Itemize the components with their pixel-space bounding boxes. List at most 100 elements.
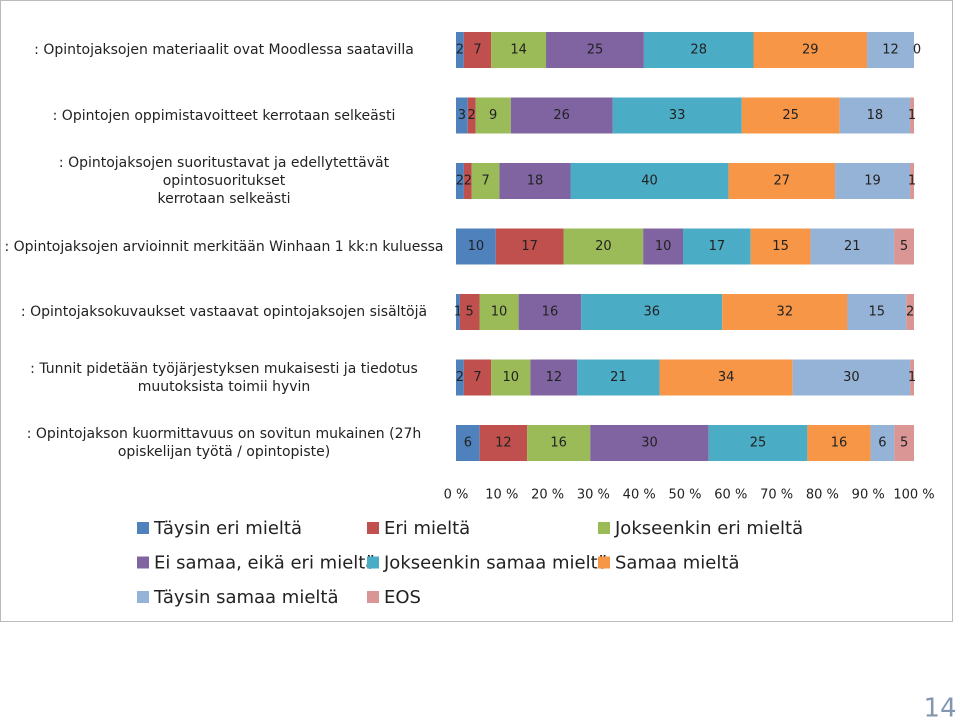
x-tick-label: 70 % [760,488,793,503]
data-label: 3 [458,108,466,123]
x-tick-label: 0 % [444,488,469,503]
bar-segment [683,228,751,265]
data-label: 12 [546,370,563,385]
data-label: 40 [641,174,658,189]
bar-segment [906,294,914,330]
bar-segment [546,32,644,68]
bar-segment [839,97,911,134]
data-label: 26 [553,108,570,123]
bar-segment [527,425,591,461]
data-label: 36 [643,305,660,320]
data-label: 9 [489,108,497,123]
legend-label: Jokseenkin samaa mieltä [383,553,609,574]
data-label: 18 [867,108,884,123]
legend-swatch [367,556,379,569]
bar-segment [471,163,500,199]
data-label: 2 [906,305,914,320]
bar-segment [456,163,464,199]
bar-segment [456,294,460,330]
bar-segment [456,97,468,134]
data-label: 14 [510,43,527,58]
data-label: 16 [550,436,567,451]
bar-segment [463,163,472,199]
data-label: 2 [464,174,472,189]
bar-segment [835,163,911,199]
data-label: 25 [750,436,767,451]
data-label: 0 [913,43,921,58]
data-label: 7 [473,43,481,58]
bar-segment [792,359,911,396]
bar-segment [894,228,914,265]
bar-segment [463,359,492,396]
bar-segment [456,359,464,396]
bar-segment [456,228,496,265]
data-label: 34 [718,370,735,385]
data-label: 6 [878,436,886,451]
legend-label: EOS [384,587,421,608]
data-label: 17 [709,239,726,254]
bar-segment [510,97,613,134]
legend-label: Jokseenkin eri mieltä [614,518,803,539]
bar-segment [463,32,492,68]
page-number: 14 [923,694,956,722]
bar-segment [910,163,914,199]
legend-label: Ei samaa, eikä eri mieltä [154,553,376,574]
category-label: : Opintojakson kuormittavuus on sovitun … [26,426,422,460]
data-label: 2 [468,108,476,123]
legend-swatch [137,556,149,569]
category-label: : Opintojaksojen arvioinnit merkitään Wi… [4,238,444,255]
bar-segment [563,228,644,265]
data-label: 7 [473,370,481,385]
category-label: : Opintojaksojen materiaalit ovat Moodle… [34,42,414,58]
x-tick-label: 90 % [852,488,885,503]
data-label: 1 [908,174,916,189]
data-label: 32 [777,305,794,320]
x-tick-label: 20 % [531,488,564,503]
legend-swatch [137,522,149,534]
bar-segment [479,425,528,461]
data-label: 21 [610,370,627,385]
bar-segment [643,228,684,265]
data-label: 10 [468,239,485,254]
legend-swatch [367,522,379,534]
x-tick-label: 30 % [577,488,610,503]
category-label: : Tunnit pidetään työjärjestyksen mukais… [30,360,418,395]
bar-segment [518,294,582,330]
legend-label: Eri mieltä [384,518,470,539]
bar-segment [867,32,914,68]
data-label: 21 [844,239,861,254]
legend-label: Täysin eri mieltä [153,518,302,539]
data-label: 12 [495,436,512,451]
x-tick-label: 40 % [623,488,656,503]
x-tick-label: 80 % [806,488,839,503]
data-label: 25 [587,43,604,58]
data-label: 16 [542,305,559,320]
data-label: 19 [864,174,881,189]
data-label: 20 [595,239,612,254]
data-label: 12 [882,43,899,58]
bar-segment [910,359,914,396]
data-label: 30 [641,436,658,451]
bar-segment [870,425,895,461]
bar-segment [479,294,519,330]
legend-label: Täysin samaa mieltä [153,587,339,608]
data-label: 18 [527,174,544,189]
data-label: 5 [466,305,474,320]
bar-segment [530,359,578,396]
data-label: 15 [869,305,886,320]
category-label: : Opintojen oppimistavoitteet kerrotaan … [52,107,396,124]
x-tick-label: 60 % [714,488,747,503]
data-label: 1 [908,370,916,385]
data-label: 30 [843,370,860,385]
bar-segment [475,97,511,134]
data-label: 5 [900,239,908,254]
data-label: 25 [782,108,799,123]
bar-segment [499,163,571,199]
data-label: 10 [655,239,672,254]
data-label: 16 [831,436,848,451]
bar-segment [910,97,914,134]
bar-segment [708,425,808,461]
data-label: 10 [491,305,508,320]
data-label: 29 [802,43,819,58]
